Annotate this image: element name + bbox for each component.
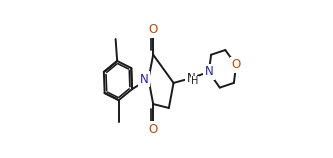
Text: O: O [149,123,158,136]
Text: N: N [140,73,149,85]
Text: O: O [231,58,241,71]
Text: N: N [204,65,213,79]
Text: O: O [149,23,158,36]
Text: H: H [191,76,199,86]
Text: N: N [186,72,195,85]
